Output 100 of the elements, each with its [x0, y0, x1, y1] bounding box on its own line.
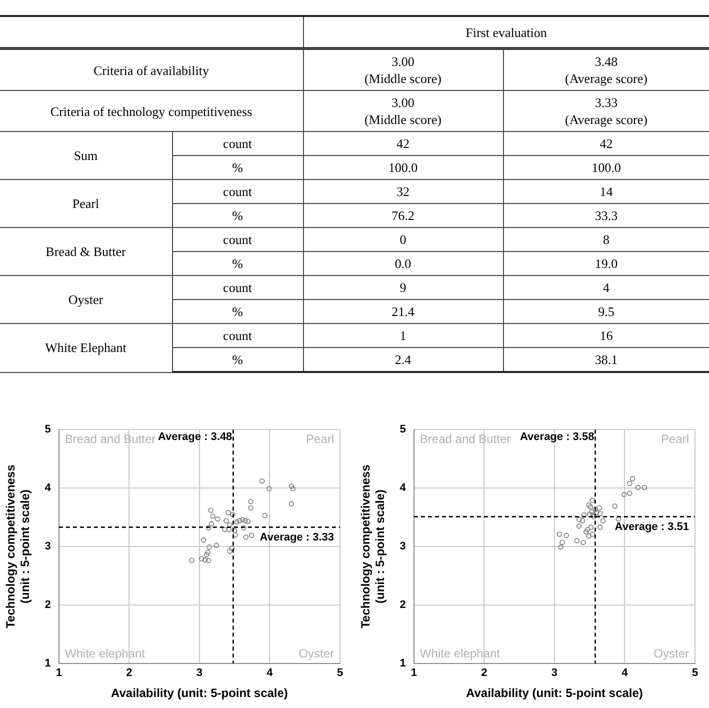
- point: [229, 546, 234, 551]
- point: [226, 510, 231, 516]
- text: Criteria of technology competitiveness: [0, 90, 303, 132]
- text: 2.4: [303, 348, 503, 372]
- text: 0.0: [303, 252, 503, 276]
- point: [627, 480, 632, 486]
- text: count: [172, 132, 303, 156]
- y-tick-label: 5: [400, 424, 406, 436]
- annotation: Pearl: [306, 432, 334, 446]
- point: [600, 518, 606, 524]
- point: [558, 544, 564, 550]
- x-tick-label: 2: [126, 667, 132, 680]
- text: 100.0: [303, 156, 503, 180]
- point: [290, 486, 296, 492]
- y-tick-label: 4: [400, 482, 407, 494]
- point: [201, 537, 206, 543]
- point: [576, 523, 582, 529]
- point: [589, 509, 594, 515]
- point: [583, 529, 589, 535]
- point: [227, 522, 232, 528]
- point: [590, 532, 596, 537]
- ref-line-label: Average : 3.58: [520, 431, 594, 444]
- point: [612, 504, 618, 509]
- point: [222, 526, 228, 532]
- text: %: [172, 252, 303, 276]
- point: [627, 490, 632, 496]
- point: [594, 510, 600, 516]
- point: [560, 540, 565, 546]
- point: [591, 514, 596, 520]
- point: [596, 505, 602, 511]
- annotation: White elephant: [64, 646, 146, 661]
- text: 3.33 (Average score): [503, 90, 709, 132]
- text: 76.2: [303, 204, 503, 228]
- point: [586, 512, 592, 518]
- point: [630, 476, 636, 482]
- point: [202, 557, 208, 563]
- text: Sum: [0, 132, 172, 180]
- ref-line-label: Average : 3.48: [158, 431, 232, 444]
- point: [259, 478, 265, 484]
- x-tick-label: 1: [410, 667, 417, 680]
- annotation: Bread and Butter: [64, 432, 156, 446]
- y-tick-label: 2: [44, 598, 51, 611]
- text: 32: [303, 180, 503, 204]
- point: [230, 512, 236, 518]
- point: [574, 538, 580, 544]
- point: [588, 524, 594, 530]
- text: 8: [503, 228, 709, 252]
- point: [198, 556, 204, 562]
- text: Criteria of availability: [0, 48, 303, 90]
- point: [242, 518, 248, 524]
- point: [590, 498, 596, 503]
- point: [234, 519, 240, 525]
- text: %: [172, 156, 303, 180]
- point: [266, 486, 272, 492]
- text: 3.00 (Middle score): [303, 90, 503, 132]
- point: [248, 498, 254, 504]
- ref-line-label: Average : 3.51: [614, 521, 689, 534]
- y-tick-label: 2: [400, 598, 406, 611]
- point: [236, 518, 242, 524]
- x-tick-label: 1: [56, 667, 62, 680]
- text: Bread & Butter: [0, 228, 172, 276]
- y-tick-label: 4: [44, 482, 52, 494]
- point: [232, 528, 238, 534]
- y-tick-label: 3: [44, 540, 51, 553]
- x-axis-title: Availability (unit: 5-point scale): [111, 686, 288, 700]
- point: [205, 550, 211, 555]
- text: 33.3: [503, 204, 709, 228]
- point: [208, 508, 214, 513]
- text: %: [172, 204, 303, 228]
- point: [210, 513, 216, 519]
- annotation: White elephant: [420, 646, 501, 661]
- text: 16: [503, 324, 709, 348]
- text: 42: [303, 132, 503, 156]
- point: [556, 532, 562, 537]
- y-axis-title: Technology competitiveness (unit : 5-point scale): [4, 464, 32, 628]
- point: [240, 516, 245, 522]
- x-tick-label: 3: [196, 667, 203, 680]
- point: [592, 507, 598, 512]
- point: [580, 540, 586, 546]
- point: [588, 504, 593, 510]
- point: [243, 534, 248, 540]
- point: [635, 484, 641, 490]
- text: White Elephant: [0, 324, 172, 372]
- point: [227, 548, 232, 554]
- text: 14: [503, 180, 709, 204]
- y-tick-label: 1: [44, 657, 51, 670]
- ref-line-label: Average : 3.33: [260, 532, 334, 544]
- point: [262, 512, 268, 518]
- text: 42: [503, 132, 709, 156]
- point: [584, 526, 590, 532]
- text: Pearl: [0, 180, 172, 228]
- point: [580, 518, 586, 524]
- point: [597, 524, 603, 530]
- x-tick-label: 5: [336, 667, 344, 680]
- y-tick-label: 1: [400, 657, 406, 670]
- text: 21.4: [303, 300, 503, 324]
- text: 4: [503, 276, 709, 300]
- y-axis-title: Technology competitiveness (unit : 5-point scale): [358, 464, 387, 628]
- point: [241, 525, 246, 530]
- point: [576, 516, 582, 522]
